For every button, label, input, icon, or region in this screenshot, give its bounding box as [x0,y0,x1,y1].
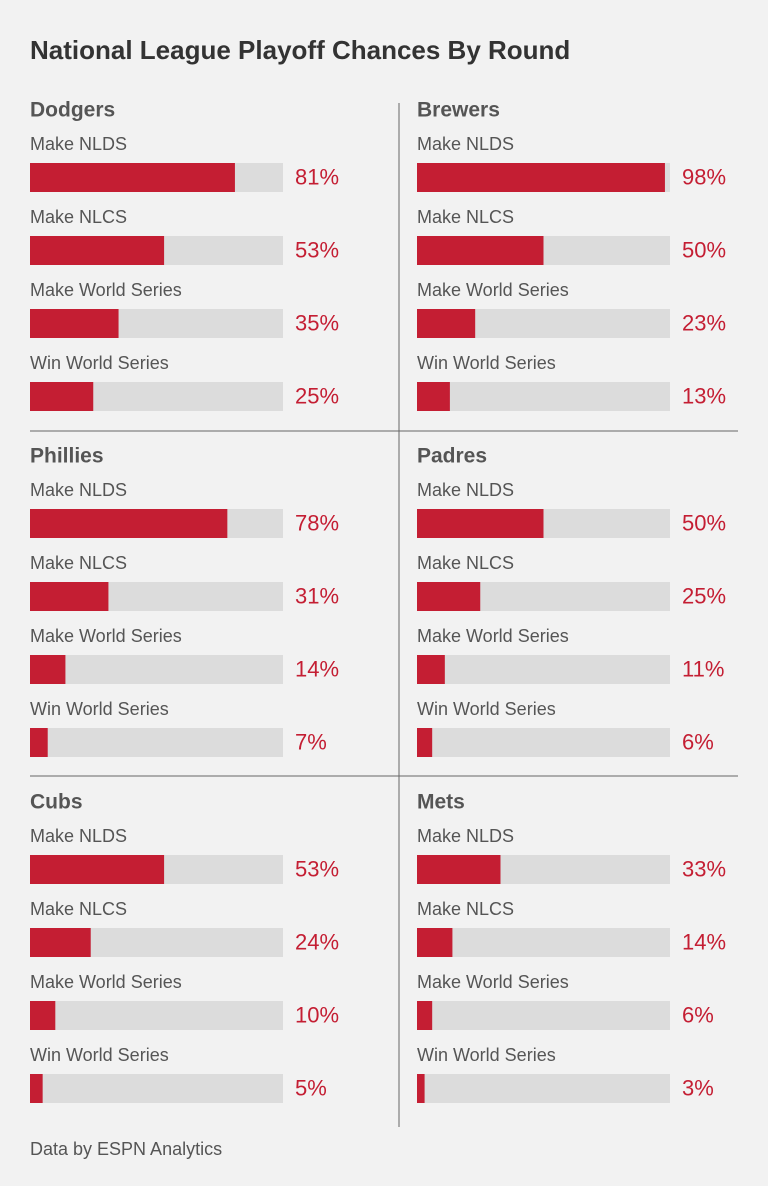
panel-title: Mets [417,791,465,814]
bar [30,1074,43,1103]
bar-track [30,728,283,757]
value-label: 11% [682,656,724,681]
bar [417,236,544,265]
value-label: 50% [682,237,726,262]
category-label: Win World Series [30,1045,169,1065]
bar [417,655,445,684]
bar [30,855,165,884]
category-label: Make NLCS [417,899,514,919]
category-label: Win World Series [417,699,556,719]
bar [30,928,91,957]
source-note: Data by ESPN Analytics [30,1139,222,1159]
value-label: 25% [295,383,339,408]
bar [417,309,476,338]
bar-track [417,382,670,411]
value-label: 14% [682,929,726,954]
category-label: Make NLDS [30,826,127,846]
value-label: 78% [295,510,339,535]
bar [417,728,433,757]
category-label: Make NLCS [30,553,127,573]
category-label: Make NLCS [30,899,127,919]
bar [30,655,66,684]
value-label: 6% [682,1002,714,1027]
category-label: Make NLCS [417,207,514,227]
category-label: Win World Series [417,1045,556,1065]
bar [417,382,450,411]
category-label: Make NLDS [417,480,514,500]
bar [30,509,228,538]
panel-title: Brewers [417,99,500,122]
panel-title: Dodgers [30,99,115,122]
bar [417,928,453,957]
category-label: Win World Series [30,699,169,719]
value-label: 10% [295,1002,339,1027]
bar [417,163,665,192]
value-label: 5% [295,1075,327,1100]
bar-track [30,1001,283,1030]
bar-track [417,1001,670,1030]
value-label: 6% [682,729,714,754]
value-label: 25% [682,583,726,608]
category-label: Make World Series [30,626,182,646]
bar [30,163,235,192]
bar-track [30,1074,283,1103]
value-label: 53% [295,237,339,262]
value-label: 81% [295,164,339,189]
value-label: 53% [295,856,339,881]
value-label: 7% [295,729,327,754]
bar-track [417,728,670,757]
bar [30,382,94,411]
value-label: 33% [682,856,726,881]
bar-track [417,1074,670,1103]
category-label: Make World Series [30,972,182,992]
value-label: 31% [295,583,339,608]
category-label: Make NLDS [30,480,127,500]
bar [417,1001,433,1030]
chart-title: National League Playoff Chances By Round [30,35,570,65]
category-label: Make NLCS [417,553,514,573]
category-label: Make World Series [417,280,569,300]
category-label: Make NLDS [417,826,514,846]
bar [417,582,481,611]
category-label: Make NLCS [30,207,127,227]
value-label: 23% [682,310,726,335]
value-label: 35% [295,310,339,335]
bar-track [30,655,283,684]
bar [417,509,544,538]
bar-track [417,655,670,684]
category-label: Make World Series [417,972,569,992]
bar [30,236,165,265]
value-label: 50% [682,510,726,535]
category-label: Make NLDS [417,134,514,154]
panel-title: Cubs [30,791,83,814]
panel-title: Padres [417,445,487,468]
category-label: Make World Series [417,626,569,646]
category-label: Win World Series [417,353,556,373]
bar [30,582,109,611]
bar [30,1001,56,1030]
category-label: Win World Series [30,353,169,373]
bar-track [417,928,670,957]
panel-title: Phillies [30,445,104,468]
bar [417,855,501,884]
bar [30,728,48,757]
value-label: 13% [682,383,726,408]
value-label: 3% [682,1075,714,1100]
value-label: 24% [295,929,339,954]
category-label: Make NLDS [30,134,127,154]
value-label: 98% [682,164,726,189]
value-label: 14% [295,656,339,681]
category-label: Make World Series [30,280,182,300]
bar [417,1074,425,1103]
bar [30,309,119,338]
